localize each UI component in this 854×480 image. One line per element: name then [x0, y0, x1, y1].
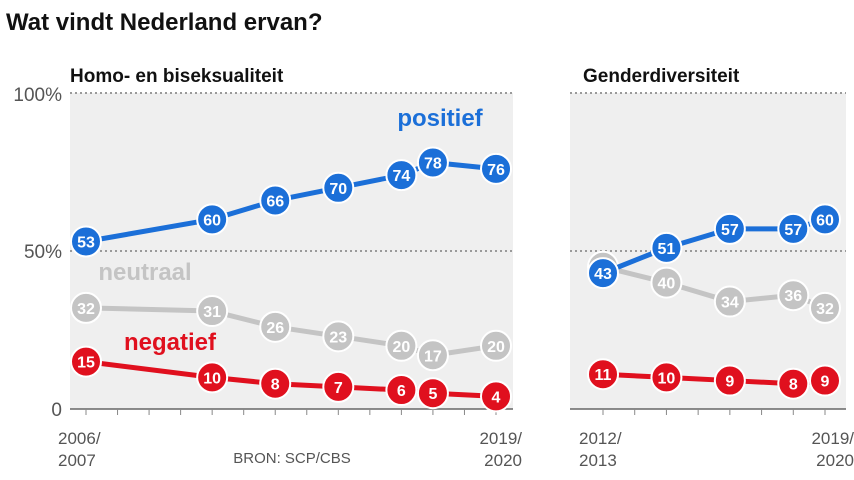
data-point-negatief [650, 361, 683, 394]
data-label-negatief: 10 [203, 370, 221, 387]
data-label-neutraal: 26 [266, 320, 284, 337]
data-label-positief: 51 [658, 241, 676, 258]
data-point-negatief [416, 377, 449, 410]
data-point-positief [322, 171, 355, 204]
data-label-negatief: 8 [789, 377, 798, 394]
data-point-negatief [322, 370, 355, 403]
x-tick-label: 2020 [816, 451, 854, 470]
source-note: BRON: SCP/CBS [233, 450, 351, 467]
data-label-positief: 57 [784, 222, 802, 239]
data-label-positief: 70 [329, 181, 347, 198]
data-label-neutraal: 36 [784, 288, 802, 305]
data-point-positief [259, 184, 292, 217]
data-label-positief: 57 [721, 222, 739, 239]
series-name-negatief: negatief [124, 329, 217, 356]
data-label-negatief: 10 [658, 370, 676, 387]
data-label-negatief: 8 [271, 377, 280, 394]
data-point-neutraal [70, 291, 102, 324]
y-tick-label: 50% [24, 242, 62, 263]
x-tick-label: 2007 [58, 451, 96, 470]
data-point-negatief [70, 345, 102, 378]
data-point-positief [777, 212, 810, 245]
panel-title: Homo- en biseksualiteit [70, 66, 284, 87]
main-title: Wat vindt Nederland ervan? [6, 9, 323, 36]
data-point-negatief [385, 374, 418, 407]
data-label-negatief: 7 [334, 380, 343, 397]
x-tick-label: 2019/ [811, 429, 854, 448]
data-label-neutraal: 20 [487, 339, 505, 356]
data-label-negatief: 4 [492, 389, 501, 406]
series-name-positief: positief [397, 105, 483, 132]
data-label-neutraal: 40 [658, 276, 676, 293]
data-label-negatief: 15 [77, 355, 95, 372]
data-point-positief [196, 203, 229, 236]
data-label-positief: 43 [594, 266, 612, 283]
data-point-neutraal [777, 279, 810, 312]
data-point-neutraal [650, 266, 683, 299]
data-point-positief [809, 203, 841, 236]
data-point-neutraal [713, 285, 746, 318]
data-point-positief [480, 152, 512, 185]
x-tick-label: 2013 [579, 451, 617, 470]
x-tick-label: 2020 [484, 451, 522, 470]
data-point-neutraal [322, 320, 355, 353]
data-label-neutraal: 23 [329, 329, 347, 346]
data-point-negatief [259, 367, 292, 400]
data-point-positief [70, 225, 102, 258]
data-point-negatief [196, 361, 229, 394]
series-name-neutraal: neutraal [98, 259, 191, 286]
data-point-neutraal [416, 339, 449, 372]
data-label-neutraal: 34 [721, 295, 739, 312]
x-tick-label: 2019/ [479, 429, 522, 448]
data-label-neutraal: 32 [77, 301, 95, 318]
data-point-neutraal [809, 291, 841, 324]
data-label-neutraal: 17 [424, 348, 442, 365]
x-tick-label: 2012/ [579, 429, 622, 448]
data-point-neutraal [259, 310, 292, 343]
data-point-positief [416, 146, 449, 179]
data-point-negatief [713, 364, 746, 397]
data-label-negatief: 9 [725, 374, 734, 391]
data-label-neutraal: 32 [816, 301, 834, 318]
data-label-positief: 53 [77, 235, 95, 252]
data-label-positief: 66 [266, 193, 284, 210]
data-label-positief: 60 [816, 212, 834, 229]
data-label-positief: 76 [487, 162, 505, 179]
data-point-negatief [809, 364, 841, 397]
data-label-neutraal: 20 [392, 339, 410, 356]
data-label-positief: 74 [392, 168, 410, 185]
data-point-neutraal [480, 329, 512, 362]
panel-title: Genderdiversiteit [583, 66, 740, 87]
data-label-negatief: 5 [428, 386, 437, 403]
y-tick-label: 100% [13, 85, 62, 106]
data-point-negatief [777, 367, 810, 400]
data-label-neutraal: 31 [203, 304, 221, 321]
data-label-positief: 60 [203, 212, 221, 229]
data-point-negatief [480, 380, 512, 413]
data-point-positief [385, 159, 418, 192]
data-label-negatief: 6 [397, 383, 406, 400]
data-label-positief: 78 [424, 156, 442, 173]
data-label-negatief: 11 [595, 367, 612, 384]
data-point-neutraal [385, 329, 418, 362]
y-tick-label: 0 [51, 400, 62, 421]
data-label-negatief: 9 [821, 374, 830, 391]
x-tick-label: 2006/ [58, 429, 101, 448]
data-point-neutraal [196, 295, 229, 328]
data-point-positief [650, 231, 683, 264]
data-point-negatief [587, 358, 619, 391]
data-point-positief [587, 257, 619, 290]
data-point-positief [713, 212, 746, 245]
